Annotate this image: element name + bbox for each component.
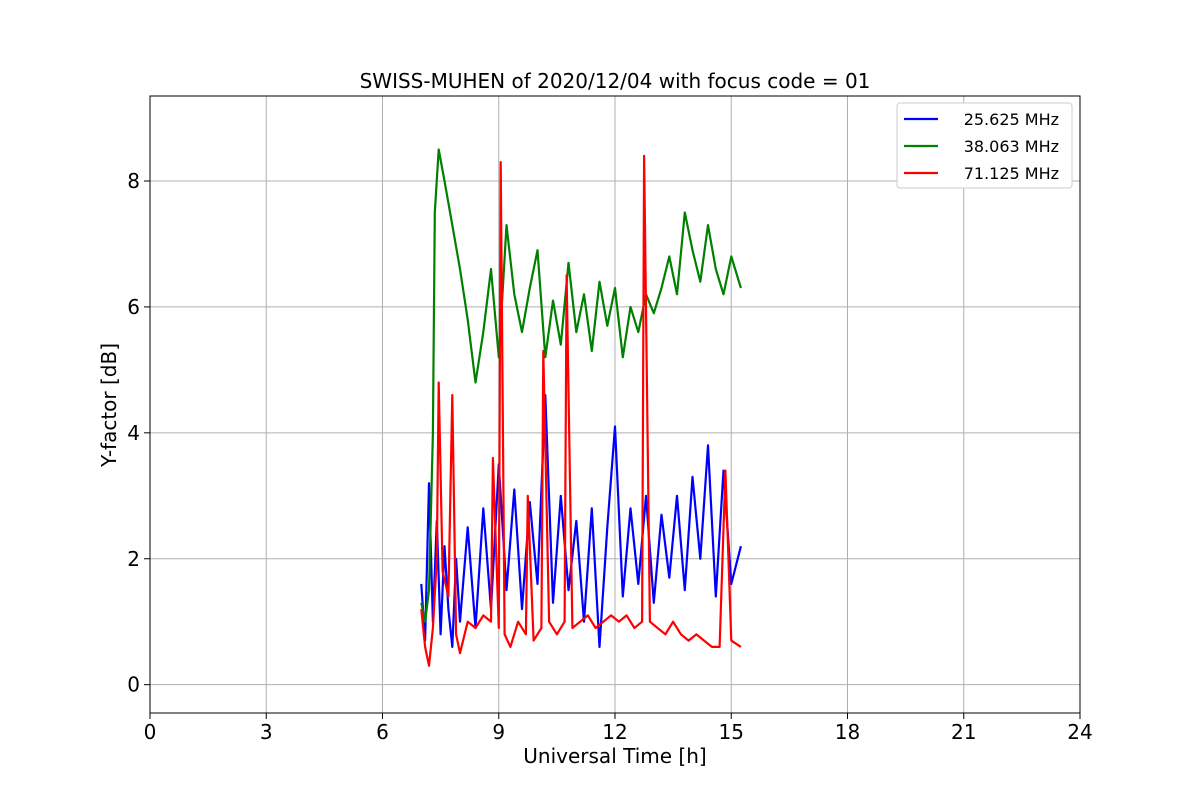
series-line-3 bbox=[420, 154, 742, 667]
x-tick-label: 9 bbox=[492, 720, 505, 744]
legend: 25.625 MHz 38.063 MHz 71.125 MHz bbox=[896, 102, 1073, 189]
y-axis-title: Y-factor [dB] bbox=[97, 343, 121, 468]
series-lines bbox=[420, 148, 742, 667]
y-tick-label: 0 bbox=[127, 673, 140, 697]
x-tick-label: 0 bbox=[144, 720, 157, 744]
y-tick-label: 6 bbox=[127, 295, 140, 319]
y-tick-label: 8 bbox=[127, 169, 140, 193]
x-tick-label: 15 bbox=[719, 720, 744, 744]
x-tick-label: 18 bbox=[835, 720, 860, 744]
legend-box bbox=[896, 102, 1073, 189]
series-line-1 bbox=[420, 394, 742, 649]
y-tick-label: 4 bbox=[127, 421, 140, 445]
x-tick-label: 24 bbox=[1067, 720, 1092, 744]
legend-label: 71.125 MHz bbox=[964, 164, 1059, 183]
legend-label: 38.063 MHz bbox=[964, 137, 1059, 156]
x-axis-title: Universal Time [h] bbox=[523, 744, 706, 768]
legend-label: 25.625 MHz bbox=[964, 110, 1059, 129]
x-tick-label: 21 bbox=[951, 720, 976, 744]
chart-title: SWISS-MUHEN of 2020/12/04 with focus cod… bbox=[360, 69, 871, 93]
x-tick-label: 6 bbox=[376, 720, 389, 744]
x-tick-label: 12 bbox=[602, 720, 627, 744]
series-line-2 bbox=[420, 148, 742, 623]
y-tick-label: 2 bbox=[127, 547, 140, 571]
x-tick-label: 3 bbox=[260, 720, 273, 744]
